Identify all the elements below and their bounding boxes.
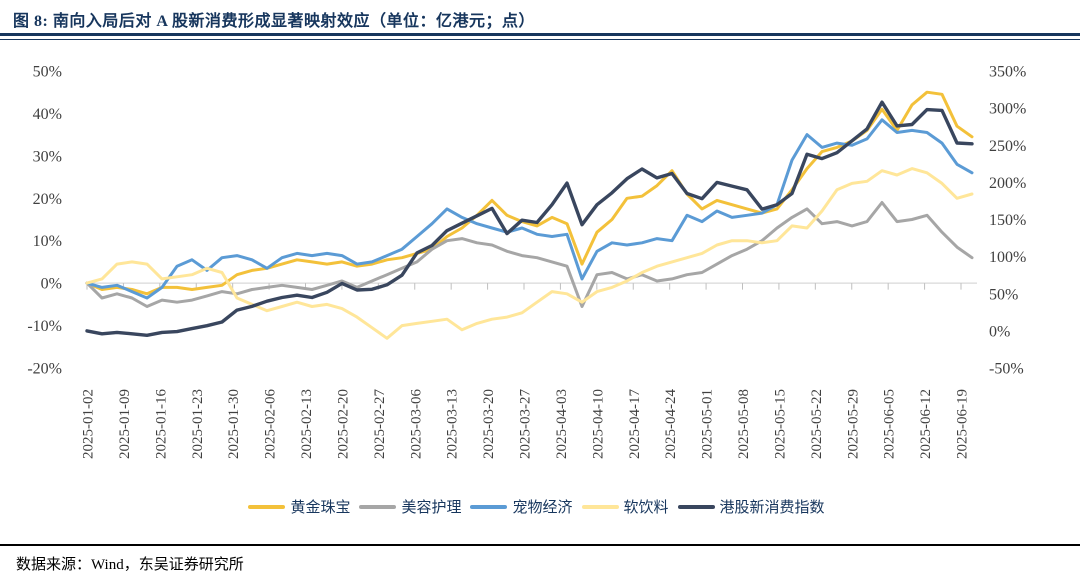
y-axis-right-label: 100%: [989, 249, 1026, 266]
y-axis-left-label: 20%: [33, 191, 62, 208]
series-line-美容护理: [85, 201, 974, 308]
line-chart: 50% 40% 30% 20% 10% 0% -10% -20% 350% 300% 250% 200…: [0, 50, 1080, 490]
series-line-宠物经济: [85, 118, 974, 300]
x-axis-label: 2025-05-22: [809, 389, 825, 459]
chart-canvas: 50% 40% 30% 20% 10% 0% -10% -20% 350% 300% 250% 200…: [27, 64, 1026, 460]
y-axis-right-label: 0%: [989, 323, 1010, 340]
y-axis-right-label: 250%: [989, 138, 1026, 155]
y-axis-right-label: 350%: [989, 64, 1026, 81]
legend-label: 软饮料: [623, 500, 669, 516]
x-axis-label: 2025-01-02: [81, 389, 97, 459]
series-line-港股新消费指数: [85, 100, 974, 337]
y-axis-left-label: -20%: [27, 361, 62, 378]
x-axis-label: 2025-06-12: [918, 389, 934, 459]
y-axis-right-label: -50%: [989, 361, 1024, 378]
series-line-黄金珠宝: [85, 90, 974, 296]
legend-item: 美容护理: [359, 496, 468, 517]
source-note: 数据来源：Wind，东吴证券研究所: [16, 557, 244, 573]
y-axis-right-label: 200%: [989, 175, 1026, 192]
legend-swatch-icon: [359, 504, 397, 509]
x-axis-label: 2025-01-23: [190, 389, 206, 459]
y-axis-left-label: 10%: [33, 233, 62, 250]
x-axis-label: 2025-01-16: [153, 389, 169, 459]
legend-item: 港股新消费指数: [677, 496, 832, 517]
legend-item: 黄金珠宝: [248, 496, 357, 517]
x-axis-label: 2025-04-03: [554, 389, 570, 459]
legend-swatch-icon: [677, 504, 715, 509]
x-axis-label: 2025-05-15: [772, 389, 788, 459]
x-axis-label: 2025-03-06: [408, 389, 424, 459]
x-axis-label: 2025-01-09: [117, 389, 133, 459]
series-line-软饮料: [85, 167, 974, 340]
x-axis-label: 2025-05-29: [845, 389, 861, 459]
y-axis-left-label: 40%: [33, 106, 62, 123]
x-axis-label: 2025-04-17: [627, 389, 643, 459]
x-axis-label: 2025-02-20: [335, 389, 351, 459]
y-axis-left-label: -10%: [27, 318, 62, 335]
x-axis-label: 2025-01-30: [226, 389, 242, 459]
legend-swatch-icon: [248, 504, 286, 509]
x-axis-label: 2025-03-27: [518, 389, 534, 459]
x-axis-label: 2025-03-13: [445, 389, 461, 459]
x-axis-label: 2025-02-06: [263, 389, 279, 459]
y-axis-right-label: 150%: [989, 212, 1026, 229]
legend-label: 港股新消费指数: [719, 500, 825, 516]
legend-swatch-icon: [581, 504, 619, 509]
x-axis-label: 2025-05-01: [700, 389, 716, 459]
y-axis-right-label: 300%: [989, 101, 1026, 118]
y-axis-left-label: 30%: [33, 148, 62, 165]
x-axis-label: 2025-04-10: [590, 389, 606, 459]
legend-item: 软饮料: [581, 496, 676, 517]
x-axis-label: 2025-06-19: [955, 389, 971, 459]
legend-swatch-icon: [470, 504, 508, 509]
x-axis-label: 2025-02-27: [372, 389, 388, 459]
legend-label: 黄金珠宝: [290, 500, 351, 516]
legend: 黄金珠宝 美容护理 宠物经济 软饮料 港股新消费指数: [0, 496, 1080, 517]
y-axis-left-label: 50%: [33, 64, 62, 81]
x-axis-label: 2025-06-05: [882, 389, 898, 459]
legend-label: 美容护理: [401, 500, 462, 516]
y-axis-right-label: 50%: [989, 286, 1018, 303]
footer-divider: [0, 544, 1080, 546]
y-axis-left-label: 0%: [41, 276, 62, 293]
legend-item: 宠物经济: [470, 496, 579, 517]
figure-title: 图 8: 南向入局后对 A 股新消费形成显著映射效应（单位：亿港元；点）: [13, 13, 536, 30]
x-axis-label: 2025-02-13: [299, 389, 315, 459]
x-axis-label: 2025-03-20: [481, 389, 497, 459]
x-axis-label: 2025-04-24: [663, 389, 679, 459]
legend-label: 宠物经济: [512, 500, 573, 516]
title-divider: [0, 33, 1080, 40]
x-axis-label: 2025-05-08: [736, 389, 752, 459]
